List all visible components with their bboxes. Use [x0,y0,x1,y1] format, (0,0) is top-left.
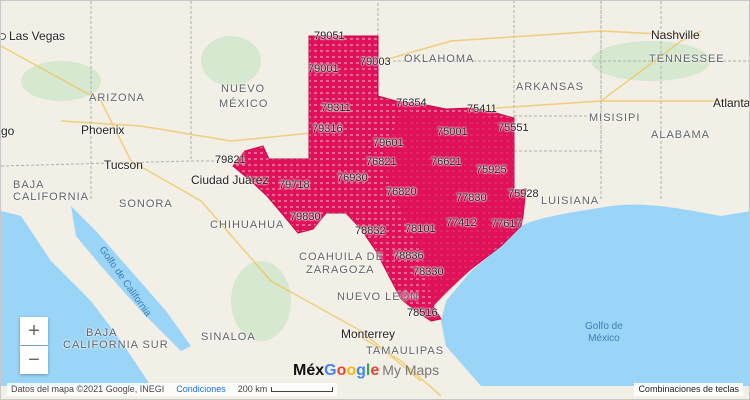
zip-label: 76354 [396,97,427,109]
label-coahuila: COAHUILA DE [299,251,384,263]
label-arizona: ARIZONA [89,92,145,104]
label-luisiana: LUISIANA [541,195,600,207]
zip-label: 77617 [491,218,522,230]
zip-label: 75928 [508,188,539,200]
city-las-vegas: Las Vegas [1,29,65,43]
zip-label: 78330 [413,266,444,278]
zip-label: 78836 [393,250,424,262]
zip-label: 77830 [456,192,487,204]
city-san-diego-partial: go [1,124,15,138]
gulf-of-mexico [441,204,749,386]
map-footer: Datos del mapa ©2021 Google, INEGI Condi… [7,383,338,396]
city-monterrey: Monterrey [341,327,396,341]
zip-label: 79601 [373,137,404,149]
label-mexico-country: Méx [293,362,325,379]
label-golfo-de-mexico: Golfo de México [585,321,623,344]
scale-bar[interactable]: 200 km [238,383,334,396]
label-sinaloa: SINALOA [201,331,256,343]
zip-label: 79051 [314,30,345,42]
city-atlanta: Atlanta [713,96,750,110]
city-tucson: Tucson [104,158,143,172]
label-baja-sur-2: CALIFORNIA SUR [63,339,169,351]
zip-label: 79001 [308,63,339,75]
zip-label: 79830 [290,211,321,223]
zip-label: 78516 [407,307,438,319]
label-mexico-state: MÉXICO [219,98,269,110]
label-chihuahua: CHIHUAHUA [210,219,285,231]
label-zaragoza: ZARAGOZA [306,264,375,276]
label-alabama: ALABAMA [651,129,710,141]
city-ciudad-juarez: Ciudad Juárez [191,173,269,187]
keyboard-shortcuts-button[interactable]: Combinaciones de teclas [634,383,743,396]
zip-label: 75411 [467,103,497,115]
label-california: CALIFORNIA [13,191,90,203]
label-oklahoma: OKLAHOMA [404,53,475,65]
zip-label: 78101 [405,223,436,235]
zip-label: 75925 [476,164,507,176]
gulf-of-california [71,206,191,351]
zip-label: 77412 [446,217,477,229]
label-misisipi: MISISIPI [589,112,641,124]
map-attribution: Datos del mapa ©2021 Google, INEGI [11,384,165,394]
zip-label: 76930 [337,172,368,184]
zip-label: 75551 [498,122,529,134]
zip-label: 79718 [279,179,310,191]
zip-label: 76621 [431,156,462,168]
zoom-out-button[interactable]: − [20,346,48,374]
zip-label: 79316 [312,123,343,135]
label-sonora: SONORA [119,198,173,210]
label-tennessee: TENNESSEE [649,53,725,65]
zip-label: 76821 [366,156,397,168]
label-nuevo: NUEVO [221,83,266,95]
label-baja: BAJA [13,179,45,191]
google-my-maps-logo: MéxGoogle My Maps [293,362,439,380]
label-tamaulipas: TAMAULIPAS [366,345,445,357]
city-phoenix: Phoenix [81,123,125,137]
zip-label: 75001 [437,126,468,138]
zip-label: 79311 [321,102,351,114]
label-baja-sur-1: BAJA [86,327,118,339]
zip-label: 76820 [386,186,417,198]
zip-label: 79821 [215,154,246,166]
zoom-in-button[interactable]: + [20,317,48,345]
label-arkansas: ARKANSAS [516,81,584,93]
city-nashville: Nashville [651,28,700,42]
label-nuevo-leon: NUEVO LEÓN [337,291,420,303]
zip-label: 78832 [355,225,386,237]
zip-label: 79003 [360,56,391,68]
terms-link[interactable]: Condiciones [176,384,226,394]
my-maps-label: My Maps [382,362,440,378]
google-logo: Google [324,362,380,379]
